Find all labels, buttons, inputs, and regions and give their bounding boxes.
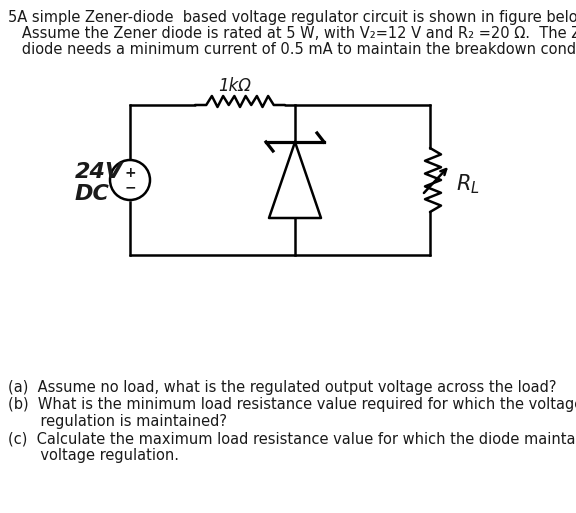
Text: 5.: 5. xyxy=(8,10,22,25)
Text: −: − xyxy=(124,180,136,194)
Text: 1kΩ: 1kΩ xyxy=(218,77,252,95)
Text: diode needs a minimum current of 0.5 mA to maintain the breakdown condition.: diode needs a minimum current of 0.5 mA … xyxy=(8,42,576,57)
Text: DC: DC xyxy=(75,184,110,204)
Text: +: + xyxy=(124,166,136,180)
Text: (b)  What is the minimum load resistance value required for which the voltage: (b) What is the minimum load resistance … xyxy=(8,397,576,412)
Text: voltage regulation.: voltage regulation. xyxy=(8,448,179,463)
Text: regulation is maintained?: regulation is maintained? xyxy=(8,414,227,429)
Text: (c)  Calculate the maximum load resistance value for which the diode maintains t: (c) Calculate the maximum load resistanc… xyxy=(8,431,576,446)
Text: R$_L$: R$_L$ xyxy=(456,172,480,196)
Text: (a)  Assume no load, what is the regulated output voltage across the load?: (a) Assume no load, what is the regulate… xyxy=(8,380,556,395)
Text: Assume the Zener diode is rated at 5 W, with V₂=12 V and R₂ =20 Ω.  The Zener: Assume the Zener diode is rated at 5 W, … xyxy=(8,26,576,41)
Text: A simple Zener-diode  based voltage regulator circuit is shown in figure below.: A simple Zener-diode based voltage regul… xyxy=(8,10,576,25)
Text: 24V: 24V xyxy=(75,162,123,182)
